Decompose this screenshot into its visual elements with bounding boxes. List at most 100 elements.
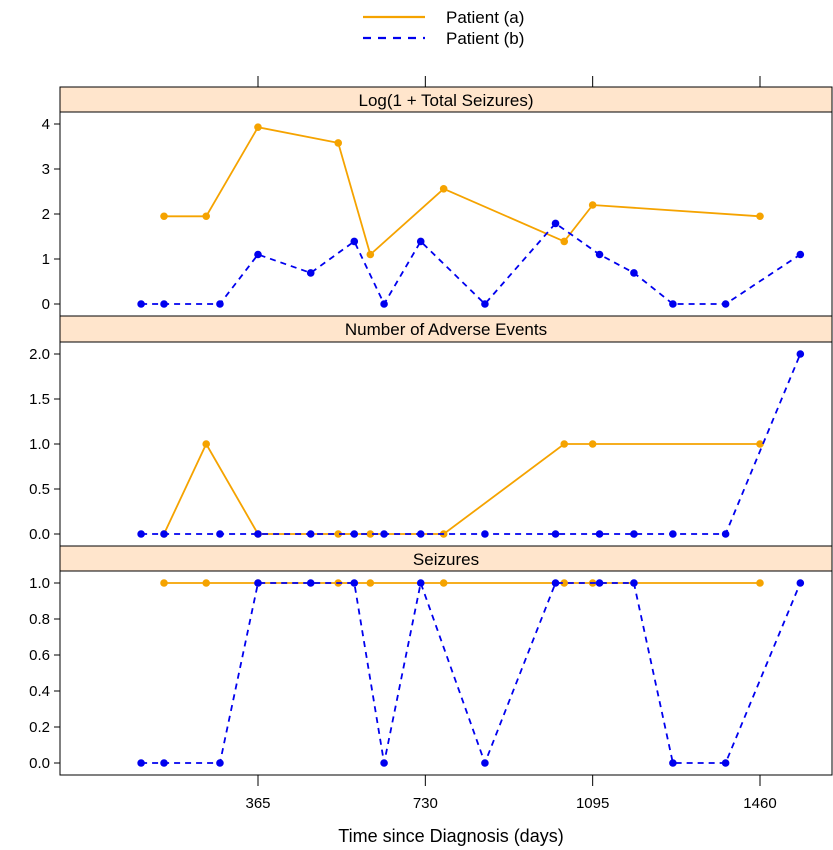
panel-1-series-2-point <box>350 237 359 246</box>
panel-1-y-tick-label-4: 3 <box>42 161 50 178</box>
panel-1-y-tick-label-5: 4 <box>42 116 50 133</box>
panel-2-title: Number of Adverse Events <box>345 320 547 339</box>
panel-2-series-2-point <box>796 350 805 358</box>
panel-1-series-2-point <box>595 250 604 259</box>
panel-1-series-2-point <box>160 300 168 308</box>
panel-1-series-2-point <box>669 300 677 308</box>
panel-3-y-tick-label-1: 0.0 <box>29 755 50 772</box>
panel-3-series-1-point <box>439 579 448 587</box>
panel-1-series-1-line <box>164 126 761 257</box>
panel-3-series-2-point <box>350 579 359 587</box>
panel-1-series-2-point <box>254 250 262 259</box>
panel-2-series-2-point <box>416 530 425 538</box>
panel-3-series-2-point <box>481 759 489 767</box>
panel-2-series-2-point <box>216 530 224 538</box>
panel-2-series-1-point <box>756 440 764 448</box>
panel-3-y-tick-label-2: 0.2 <box>29 719 50 736</box>
panel-1-series-2-point <box>796 250 805 259</box>
panel-1-series-2-point <box>721 300 730 308</box>
panel-1-series-2-point <box>416 237 425 246</box>
panel-2-y-tick-label-4: 1.5 <box>29 391 50 408</box>
panel-1-series-1-point <box>756 212 764 221</box>
x-tick-label-3: 1095 <box>576 795 609 812</box>
panel-3-series-2-point <box>669 759 677 767</box>
panel-3-title: Seizures <box>413 550 479 569</box>
panel-3-series-2-line <box>141 579 802 766</box>
panel-3: Seizures 0.0 0.2 0.4 0.6 0.8 1.0 <box>29 545 833 776</box>
panel-1: Log(1 + Total Seizures) 0 1 2 3 4 <box>42 86 833 317</box>
panel-1-series-2-line <box>141 222 801 306</box>
panel-1-series-2-point <box>551 219 560 228</box>
panel-2-series-2-point <box>595 530 604 538</box>
x-tick-label-4: 1460 <box>743 795 776 812</box>
panel-2: Number of Adverse Events 0.0 0.5 1.0 1.5 2.0 <box>29 315 833 547</box>
panel-1-series-1-point <box>439 185 448 193</box>
panel-1-series-2-point <box>306 269 315 277</box>
panel-3-y-tick-label-5: 0.8 <box>29 611 50 628</box>
panel-3-series-2-point <box>137 759 145 767</box>
panel-3-y-tick-label-4: 0.6 <box>29 647 50 664</box>
panel-2-y-tick-label-2: 0.5 <box>29 481 50 498</box>
legend-label-1: Patient (a) <box>446 8 524 27</box>
panel-2-series-2-point <box>160 530 168 538</box>
x-tick-label-1: 365 <box>245 795 270 812</box>
panel-2-series-2-point <box>551 530 560 538</box>
bottom-axis: 365 730 1095 1460 <box>245 775 777 812</box>
panel-2-series-1-point <box>334 530 343 538</box>
panel-1-series-2-point <box>216 300 224 308</box>
panel-1-series-2-point <box>137 300 145 308</box>
panel-3-series-1-point <box>560 579 569 587</box>
panel-3-series-2-point <box>796 579 805 587</box>
panel-3-series-1-point <box>756 579 764 587</box>
panel-3-series-1-point <box>160 579 168 587</box>
panel-3-series-2-point <box>595 579 604 587</box>
panel-3-frame <box>59 570 833 776</box>
panel-1-series-1-point <box>202 212 210 221</box>
panel-3-series-2-point <box>380 759 388 767</box>
panel-1-series-2-point <box>630 269 638 277</box>
panel-2-series-2-point <box>669 530 677 538</box>
panel-2-series-1-point <box>202 440 210 448</box>
panel-3-series-2-point <box>216 759 224 767</box>
panel-3-series-2-point <box>551 579 560 587</box>
panel-3-series-2-point <box>416 579 425 587</box>
panel-2-series-2-point <box>481 530 489 538</box>
x-axis-label: Time since Diagnosis (days) <box>338 826 563 846</box>
panel-2-series-2-point <box>137 530 145 538</box>
panel-2-series-1-line <box>163 442 760 535</box>
panel-2-series-2-point <box>254 530 262 538</box>
panel-1-series-1-point <box>334 139 343 147</box>
panel-1-series-1-point <box>160 212 168 221</box>
panel-3-series-2-point <box>721 759 730 767</box>
panel-2-series-1-point <box>366 530 375 538</box>
top-axis <box>257 76 761 87</box>
panel-1-series-2-point <box>481 300 489 308</box>
panel-2-series-1-point <box>560 440 569 448</box>
panel-1-series-2-point <box>380 300 388 308</box>
panel-1-series-1-point <box>366 250 375 259</box>
panel-3-series-1-point <box>366 579 375 587</box>
panel-1-series-1-point <box>588 201 597 209</box>
panels: Log(1 + Total Seizures) 0 1 2 3 4 Number of Ad… <box>29 86 833 776</box>
panel-2-y-tick-label-5: 2.0 <box>29 346 50 363</box>
panel-2-y-tick-label-3: 1.0 <box>29 436 50 453</box>
panel-2-series-2-point <box>306 530 315 538</box>
panel-1-y-tick-label-2: 1 <box>42 251 50 268</box>
panel-1-y-tick-label-3: 2 <box>42 206 50 223</box>
panel-1-series-1-point <box>254 123 262 131</box>
panel-3-y-tick-label-3: 0.4 <box>29 683 50 700</box>
panel-3-series-1-point <box>202 579 210 587</box>
panel-3-series-2-point <box>630 579 638 587</box>
panel-1-y-tick-label-1: 0 <box>42 296 50 313</box>
legend: Patient (a) Patient (b) <box>363 8 524 48</box>
panel-3-series-2-point <box>160 759 168 767</box>
panel-3-y-tick-label-6: 1.0 <box>29 575 50 592</box>
panel-2-y-tick-label-1: 0.0 <box>29 526 50 543</box>
panel-2-series-1-point <box>588 440 597 448</box>
legend-label-2: Patient (b) <box>446 29 524 48</box>
panel-2-series-2-point <box>350 530 359 538</box>
panel-1-title: Log(1 + Total Seizures) <box>359 91 534 110</box>
panel-3-series-2-point <box>254 579 262 587</box>
panel-2-series-2-point <box>380 530 388 538</box>
